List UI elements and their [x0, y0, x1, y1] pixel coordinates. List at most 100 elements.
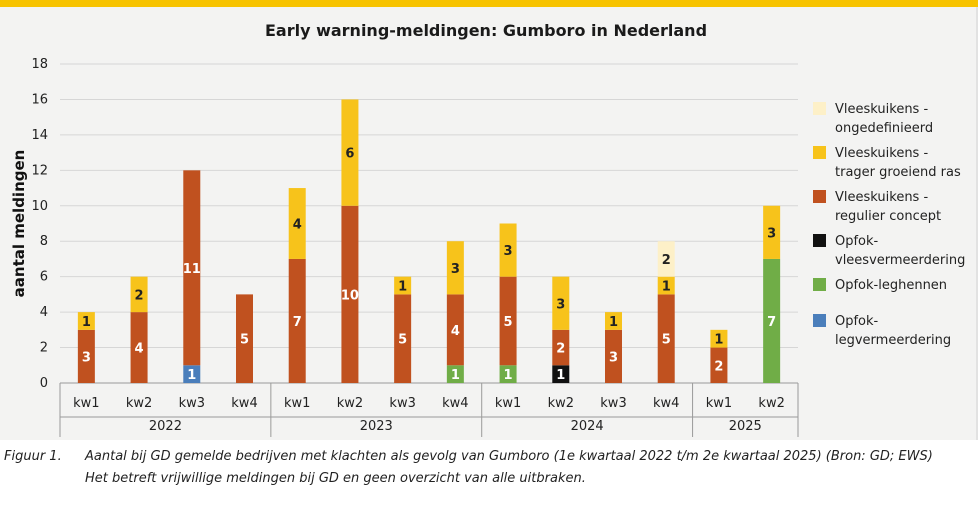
x-tick-label: kw2 [126, 396, 152, 411]
bar-segment [552, 329, 570, 366]
y-tick-label: 6 [40, 270, 48, 285]
bar-segment [552, 276, 570, 330]
bar-segment [341, 205, 359, 383]
bar-value-label: 2 [714, 359, 723, 374]
legend-label: vleesvermeerdering [835, 253, 965, 268]
bar-segment [710, 329, 728, 348]
legend-label: regulier concept [835, 209, 941, 224]
bar-segment [499, 276, 517, 366]
x-tick-label: kw4 [442, 396, 468, 411]
bar-segment [130, 276, 148, 313]
bar-value-label: 4 [293, 218, 302, 233]
bar-segment [763, 205, 781, 259]
chart-panel: Early warning-meldingen: Gumboro in Nede… [0, 7, 978, 440]
y-tick-label: 10 [31, 199, 48, 214]
bar-value-label: 2 [662, 253, 671, 268]
stacked-bar-chart: Early warning-meldingen: Gumboro in Nede… [10, 21, 965, 437]
bar-value-label: 11 [183, 262, 201, 277]
bar-value-label: 7 [767, 315, 776, 330]
bar-segment [183, 170, 201, 366]
x-tick-label: kw4 [231, 396, 257, 411]
x-tick-label: kw3 [600, 396, 626, 411]
caption-label: Figuur 1. [4, 449, 62, 464]
top-accent-bar [0, 0, 978, 7]
legend-label: Vleeskuikens - [835, 190, 928, 205]
x-tick-label: kw4 [653, 396, 679, 411]
bar-segment [446, 294, 464, 366]
bar-value-label: 2 [556, 342, 565, 357]
bar-segment [552, 365, 570, 383]
y-tick-label: 14 [31, 128, 48, 143]
x-tick-label: kw3 [389, 396, 415, 411]
legend-label: trager groeiend ras [835, 165, 961, 180]
legend-swatch [813, 234, 826, 247]
bar-segment [77, 312, 95, 330]
x-tick-label: kw2 [337, 396, 363, 411]
bar-value-label: 3 [504, 244, 513, 259]
bar-value-label: 1 [82, 315, 91, 330]
legend-label: Opfok- [835, 314, 879, 329]
bar-value-label: 7 [293, 315, 302, 330]
bar-value-label: 4 [451, 324, 460, 339]
legend-label: Vleeskuikens - [835, 102, 928, 117]
y-axis-label: aantal meldingen [10, 150, 28, 298]
year-label: 2025 [729, 419, 762, 434]
bar-value-label: 1 [187, 368, 196, 383]
y-tick-label: 16 [31, 92, 48, 107]
bar-value-label: 3 [767, 226, 776, 241]
bar-value-label: 10 [341, 288, 359, 303]
legend-label: legvermeerdering [835, 333, 951, 348]
bar-segment [605, 329, 622, 383]
x-tick-label: kw1 [706, 396, 732, 411]
caption-line-2: Het betreft vrijwillige meldingen bij GD… [85, 471, 586, 486]
legend-label: Opfok- [835, 234, 879, 249]
bar-segment [605, 312, 622, 330]
y-tick-label: 0 [40, 376, 48, 391]
bar-value-label: 1 [662, 280, 671, 295]
bar-value-label: 1 [398, 280, 407, 295]
x-tick-label: kw3 [179, 396, 205, 411]
bar-value-label: 4 [135, 342, 144, 357]
bar-value-label: 1 [556, 368, 565, 383]
y-tick-label: 2 [40, 341, 48, 356]
x-tick-label: kw1 [495, 396, 521, 411]
bar-segment [183, 365, 201, 383]
bar-segment [657, 294, 675, 383]
y-tick-label: 12 [31, 163, 48, 178]
bar-value-label: 5 [662, 333, 671, 348]
legend-swatch [813, 314, 826, 327]
bar-segment [657, 276, 675, 295]
chart-title: Early warning-meldingen: Gumboro in Nede… [265, 21, 707, 40]
bar-value-label: 5 [504, 315, 513, 330]
bar-value-label: 2 [135, 288, 144, 303]
x-tick-label: kw1 [284, 396, 310, 411]
y-tick-label: 4 [40, 305, 48, 320]
x-tick-label: kw2 [758, 396, 784, 411]
bar-segment [288, 188, 306, 259]
bar-value-label: 3 [609, 350, 618, 365]
legend-swatch [813, 146, 826, 159]
bar-segment [288, 258, 306, 383]
legend-label: Opfok-leghennen [835, 278, 947, 293]
year-label: 2022 [149, 419, 182, 434]
bar-segment [394, 294, 412, 383]
bar-segment [236, 294, 253, 383]
bar-segment [130, 312, 148, 383]
bar-segment [657, 241, 675, 277]
legend-swatch [813, 190, 826, 203]
legend-label: Vleeskuikens - [835, 146, 928, 161]
bar-segment [77, 329, 95, 383]
year-label: 2024 [571, 419, 604, 434]
bar-value-label: 5 [240, 333, 249, 348]
bar-value-label: 5 [398, 333, 407, 348]
bar-segment [446, 241, 464, 295]
bar-segment [394, 276, 412, 295]
legend-swatch [813, 102, 826, 115]
bar-segment [710, 347, 728, 383]
bar-segment [446, 365, 464, 383]
bar-value-label: 1 [504, 368, 513, 383]
x-tick-label: kw2 [548, 396, 574, 411]
bar-segment [499, 223, 517, 277]
x-tick-label: kw1 [73, 396, 99, 411]
bar-segment [499, 365, 517, 383]
